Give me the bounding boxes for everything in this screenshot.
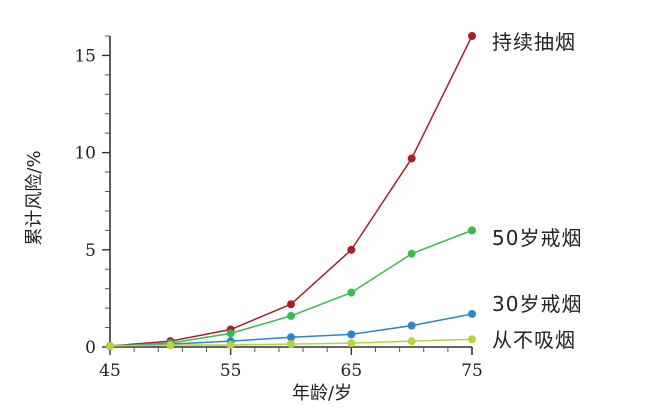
x-tick-label: 55 [220,361,242,381]
y-tick-label: 0 [85,338,96,358]
data-point [287,311,295,320]
data-point [468,32,476,40]
y-tick-label: 15 [74,46,96,66]
data-point [468,309,476,318]
y-tick-label: 10 [74,144,96,164]
data-point [347,330,356,339]
y-axis-title: 累计风险/% [24,150,45,245]
x-tick-label: 65 [341,361,363,381]
data-point [166,341,175,350]
data-point [226,341,235,350]
data-point [287,333,295,342]
data-point [287,340,295,349]
data-point [106,342,114,351]
data-point [407,337,416,346]
series-label: 30岁戒烟 [492,292,582,316]
y-tick-label: 5 [85,241,96,261]
series-line [109,229,473,347]
x-axis-title: 年龄/岁 [292,383,352,404]
series-line [109,35,473,347]
data-point [407,154,416,163]
series-label: 从不吸烟 [492,328,576,352]
data-point [407,249,416,258]
series-lines [109,35,473,347]
data-point [468,335,476,344]
data-point [407,321,416,330]
data-point [347,245,356,254]
series-label: 持续抽烟 [492,30,576,54]
series-label: 50岁戒烟 [492,226,582,250]
data-point [347,339,356,348]
x-tick-label: 75 [461,361,483,381]
ticks [102,35,473,355]
data-point [226,329,235,338]
data-point [287,300,295,309]
series-points [106,32,476,351]
data-point [347,288,356,297]
x-tick-label: 45 [99,361,121,381]
data-point [468,226,476,235]
tick-labels: 0 5 10 15 45 55 65 75 [74,46,482,381]
